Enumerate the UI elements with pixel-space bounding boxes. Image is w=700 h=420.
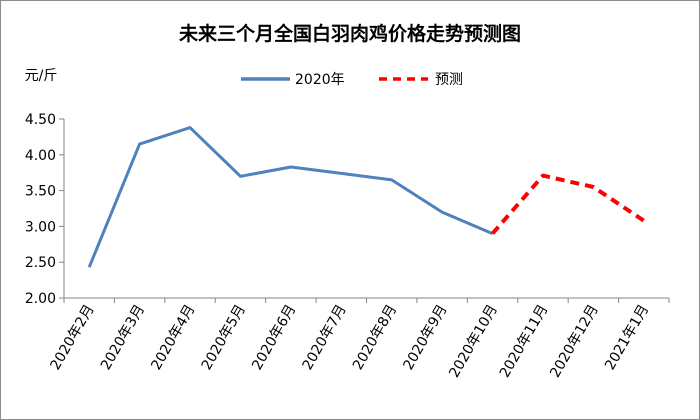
series-lines	[87, 126, 645, 268]
series-line-0	[87, 126, 494, 268]
x-ticks: 2020年2月 2020年3月 2020年4月 2020年5月 2020年6月 2020年…	[48, 298, 670, 381]
legend: 2020年 预测	[241, 72, 463, 88]
y-tick-label: 3.00	[25, 219, 56, 235]
x-tick-label: 2020年10月	[446, 302, 501, 381]
x-tick-label: 2020年5月	[199, 302, 249, 373]
x-tick-label: 2020年12月	[547, 302, 602, 381]
series-line-1	[490, 173, 645, 235]
y-tick-label: 4.00	[25, 148, 56, 164]
x-tick-label: 2020年9月	[400, 302, 450, 373]
y-tick-label: 2.50	[25, 255, 56, 271]
x-tick-label: 2020年6月	[249, 302, 299, 373]
axes: 2.002.503.003.504.004.50 2020年2月 2020年3月 2…	[25, 112, 670, 381]
legend-label-forecast: 预测	[435, 72, 463, 88]
x-tick-label: 2020年7月	[300, 302, 350, 373]
y-tick-label: 4.50	[25, 112, 56, 128]
y-unit-label: 元/斤	[25, 68, 58, 84]
x-tick-label: 2020年8月	[350, 302, 400, 373]
x-tick-label: 2020年4月	[148, 302, 198, 373]
x-tick-label: 2020年11月	[497, 302, 552, 381]
y-tick-label: 2.00	[25, 291, 56, 307]
legend-label-2020: 2020年	[295, 72, 345, 88]
x-tick-label: 2020年3月	[98, 302, 148, 373]
x-tick-label: 2020年2月	[48, 302, 98, 373]
x-tick-label: 2021年1月	[602, 302, 652, 373]
chart-title: 未来三个月全国白羽肉鸡价格走势预测图	[178, 22, 521, 45]
y-ticks: 2.00 2.50 3.00 3.50 4.00 4.50	[25, 112, 64, 307]
y-tick-label: 3.50	[25, 184, 56, 200]
